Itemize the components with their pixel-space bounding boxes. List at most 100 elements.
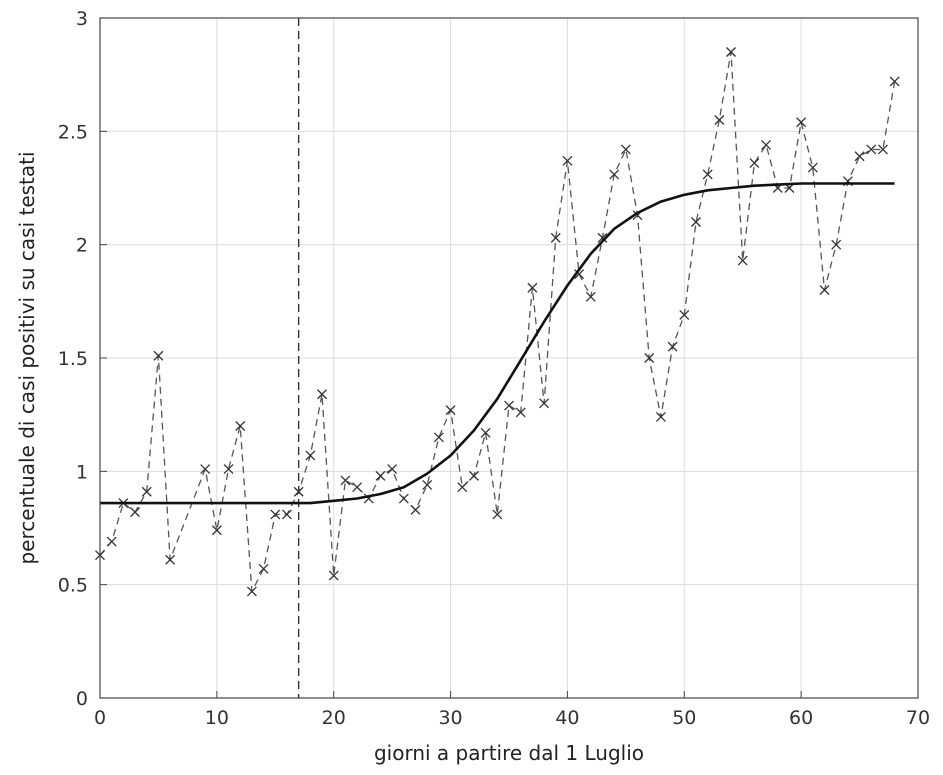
data-point-marker: [340, 475, 351, 486]
data-point-marker: [468, 470, 479, 481]
data-point-marker: [854, 151, 865, 162]
marker-stroke: [527, 282, 538, 293]
marker-stroke: [106, 536, 117, 547]
data-point-marker: [480, 427, 491, 438]
x-tick-label: 60: [789, 707, 813, 729]
data-point-marker: [831, 239, 842, 250]
data-point-marker: [282, 509, 292, 520]
x-tick-label: 50: [672, 707, 696, 729]
data-point-marker: [200, 464, 211, 475]
marker-stroke: [831, 239, 842, 250]
marker-stroke: [492, 509, 503, 520]
x-axis-title: giorni a partire dal 1 Luglio: [374, 741, 644, 765]
marker-stroke: [282, 509, 292, 520]
data-point-marker: [515, 407, 526, 418]
data-point-marker: [702, 169, 713, 180]
series-layer: [95, 47, 900, 597]
data-point-marker: [737, 255, 748, 266]
marker-stroke: [445, 405, 456, 416]
data-point-marker: [585, 291, 596, 302]
data-point-marker: [211, 525, 222, 536]
marker-stroke: [504, 400, 514, 411]
data-point-marker: [550, 232, 561, 243]
data-point-marker: [387, 464, 398, 475]
data-point-marker: [352, 482, 363, 493]
fitted-curve-line: [100, 182, 895, 505]
data-point-marker: [165, 554, 176, 565]
marker-stroke: [141, 486, 152, 497]
data-point-marker: [667, 341, 678, 352]
marker-stroke: [165, 554, 176, 565]
data-point-marker: [691, 217, 701, 227]
data-point-marker: [644, 353, 655, 363]
marker-stroke: [691, 217, 701, 227]
marker-stroke: [539, 398, 550, 409]
marker-stroke: [609, 169, 620, 180]
marker-stroke: [761, 139, 772, 150]
data-point-marker: [527, 282, 538, 293]
marker-stroke: [211, 525, 222, 536]
marker-stroke: [387, 464, 398, 475]
marker-stroke: [515, 407, 526, 418]
data-point-marker: [293, 486, 304, 497]
y-tick-label: 1: [76, 461, 88, 483]
marker-stroke: [293, 486, 304, 497]
data-point-marker: [153, 350, 164, 361]
x-tick-label: 20: [322, 707, 346, 729]
y-axis-title: percentuale di casi positivi su casi tes…: [15, 151, 39, 564]
marker-stroke: [737, 255, 748, 266]
marker-stroke: [305, 450, 316, 461]
marker-stroke: [317, 389, 327, 400]
x-tick-label: 70: [906, 707, 930, 729]
data-point-marker: [749, 158, 760, 169]
marker-stroke: [597, 232, 608, 243]
data-point-marker: [574, 269, 585, 280]
marker-stroke: [422, 479, 433, 490]
data-point-marker: [726, 47, 736, 57]
grid: [99, 17, 919, 699]
marker-stroke: [889, 76, 900, 87]
data-point-marker: [655, 411, 666, 422]
data-point-marker: [539, 398, 550, 409]
data-point-marker: [141, 486, 152, 497]
marker-stroke: [866, 144, 877, 155]
marker-stroke: [550, 232, 561, 243]
data-point-marker: [504, 400, 514, 411]
marker-stroke: [235, 421, 246, 431]
marker-stroke: [714, 115, 725, 125]
marker-stroke: [270, 509, 281, 520]
y-tick-label: 0.5: [58, 575, 88, 597]
data-point-marker: [433, 432, 444, 443]
marker-stroke: [854, 151, 865, 162]
marker-stroke: [807, 162, 818, 173]
data-point-marker: [422, 479, 433, 490]
marker-stroke: [340, 475, 351, 486]
y-tick-label: 1.5: [58, 348, 88, 370]
data-point-marker: [235, 421, 246, 431]
marker-stroke: [562, 155, 573, 166]
data-point-marker: [328, 570, 339, 581]
marker-stroke: [574, 269, 585, 280]
marker-stroke: [328, 570, 339, 581]
y-tick-label: 3: [76, 8, 88, 30]
data-point-marker: [246, 586, 257, 597]
marker-stroke: [620, 144, 631, 155]
data-point-marker: [877, 144, 888, 155]
data-point-marker: [866, 144, 877, 155]
data-point-marker: [445, 405, 456, 416]
marker-stroke: [352, 482, 363, 493]
marker-stroke: [258, 563, 269, 574]
data-point-marker: [796, 117, 807, 128]
y-tick-label: 0: [76, 688, 88, 710]
marker-stroke: [200, 464, 211, 475]
tick-labels: 0 10 20 30 40 50 60 70 0 0.5 1 1.5 2 2.5 3: [58, 8, 930, 729]
data-point-marker: [889, 76, 900, 87]
marker-stroke: [702, 169, 713, 180]
data-point-marker: [597, 232, 608, 243]
data-point-marker: [457, 482, 468, 493]
marker-stroke: [433, 432, 444, 443]
data-point-marker: [714, 115, 725, 125]
data-point-marker: [375, 470, 386, 481]
data-point-marker: [270, 509, 281, 520]
